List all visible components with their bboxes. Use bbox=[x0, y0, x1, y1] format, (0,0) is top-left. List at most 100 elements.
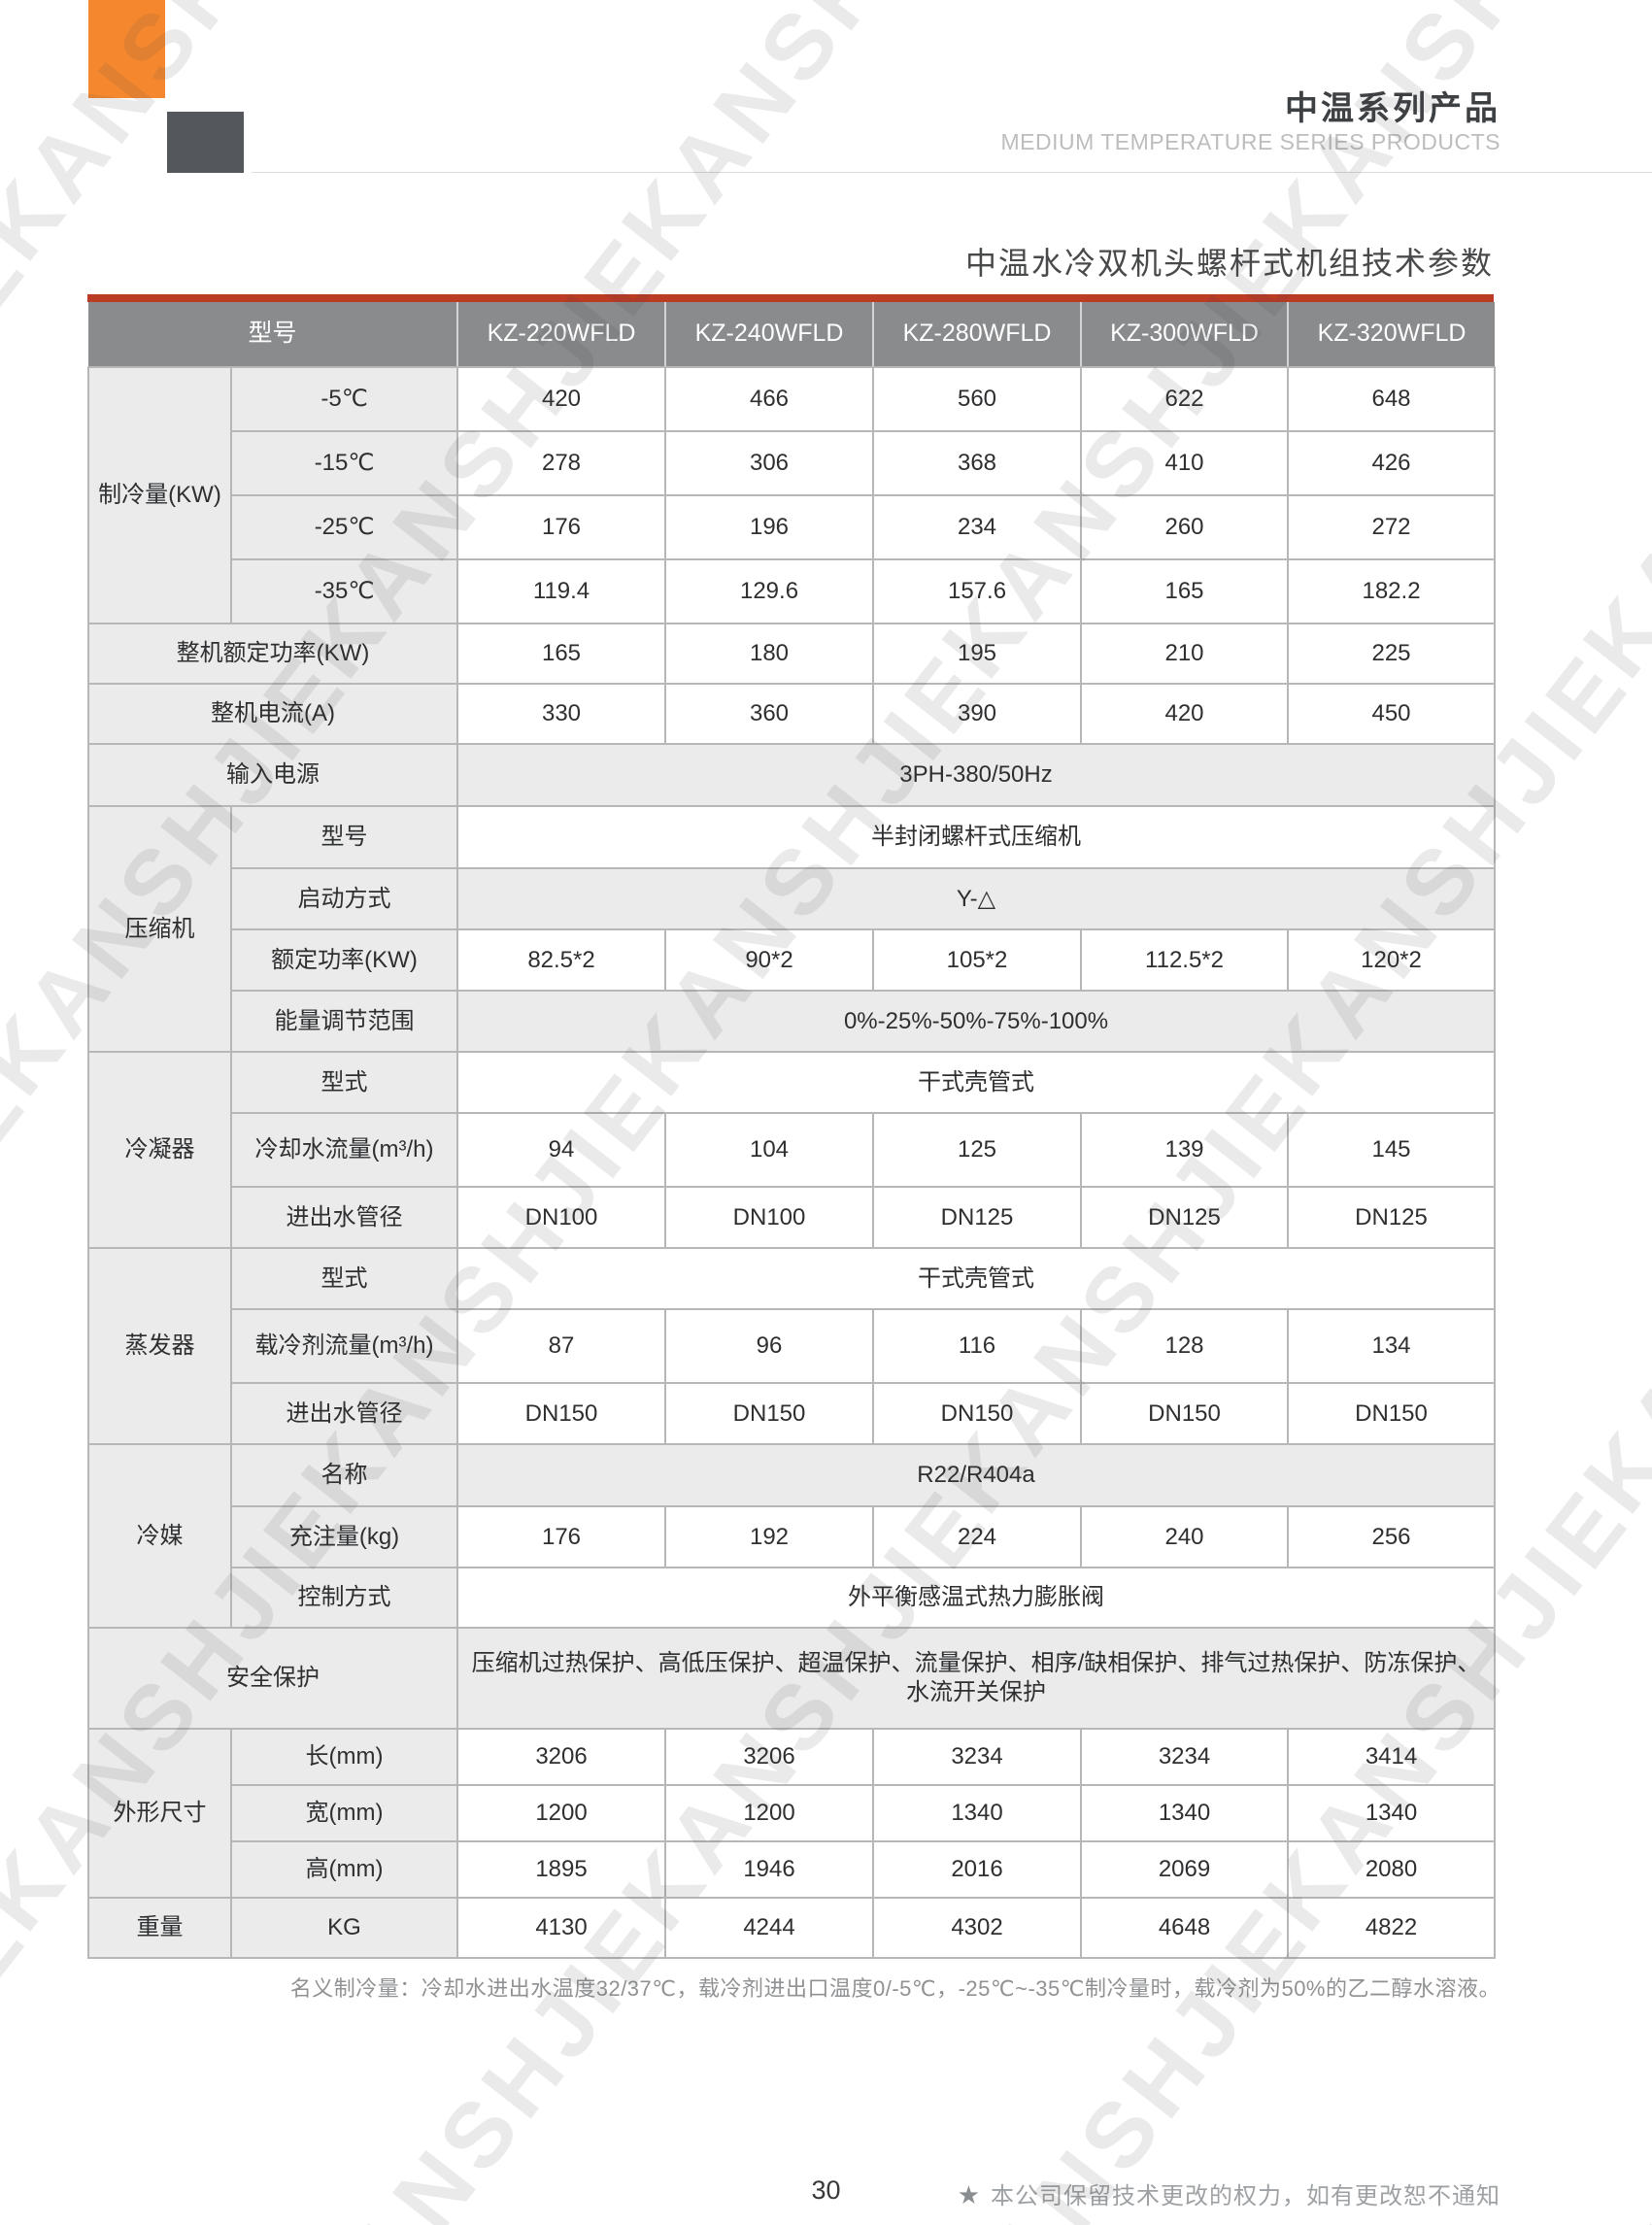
value-cell: 87 bbox=[456, 1308, 667, 1384]
table-row: 能量调节范围 0%-25%-50%-75%-100% bbox=[88, 990, 1497, 1053]
value-cell: 压缩机过热保护、高低压保护、超温保护、流量保护、相序/缺相保护、排气过热保护、防… bbox=[456, 1627, 1497, 1730]
value-cell: DN125 bbox=[872, 1186, 1083, 1249]
table-row: 输入电源 3PH-380/50Hz bbox=[86, 743, 1497, 807]
logo-orange-square bbox=[88, 0, 165, 98]
row-label: 冷却水流量(m³/h) bbox=[229, 1112, 459, 1188]
table-row: 整机电流(A) 330 360 390 420 450 bbox=[86, 683, 1497, 745]
value-cell: 3234 bbox=[1080, 1728, 1290, 1786]
row-label: -35℃ bbox=[229, 558, 459, 624]
series-title-cn: 中温系列产品 bbox=[1285, 90, 1500, 127]
table-row: 控制方式 外平衡感温式热力膨胀阀 bbox=[88, 1567, 1497, 1629]
value-cell: 260 bbox=[1080, 494, 1290, 560]
value-cell: 330 bbox=[456, 683, 667, 745]
value-cell: 4648 bbox=[1080, 1897, 1290, 1959]
table-row: 蒸发器 型式 干式壳管式 bbox=[87, 1247, 1497, 1445]
value-cell: 410 bbox=[1080, 430, 1290, 496]
value-cell: 272 bbox=[1287, 494, 1497, 560]
row-label: -5℃ bbox=[229, 366, 459, 432]
table-row: 外形尺寸 长(mm) 3206 3206 3234 3234 3414 bbox=[87, 1728, 1497, 1899]
value-cell: 90*2 bbox=[664, 928, 875, 992]
section-label-condenser: 冷凝器 bbox=[87, 1051, 232, 1249]
table-row: -35℃ 119.4 129.6 157.6 165 182.2 bbox=[88, 558, 1497, 624]
value-cell: 134 bbox=[1287, 1308, 1497, 1384]
value-cell: 278 bbox=[456, 430, 667, 496]
watermark: KANSHJIE bbox=[0, 1886, 48, 2225]
row-label: 整机电流(A) bbox=[86, 683, 459, 745]
table-row: 制冷量(KW) -5℃ 420 466 560 622 648 bbox=[87, 366, 1497, 624]
table-row: 高(mm) 1895 1946 2016 2069 2080 bbox=[88, 1840, 1497, 1899]
table-row: -15℃ 278 306 368 410 426 bbox=[88, 430, 1497, 496]
value-cell: DN100 bbox=[456, 1186, 667, 1249]
value-cell: 466 bbox=[664, 366, 875, 432]
footer-disclaimer-text: 本公司保留技术更改的权力，如有更改恕不通知 bbox=[991, 2183, 1500, 2209]
value-cell: 1946 bbox=[664, 1840, 875, 1899]
value-cell: 4302 bbox=[872, 1897, 1083, 1959]
value-cell: 165 bbox=[456, 623, 667, 685]
value-cell: 半封闭螺杆式压缩机 bbox=[456, 805, 1497, 869]
watermark: KANSHJIE bbox=[0, 1051, 48, 1532]
value-cell: 210 bbox=[1080, 623, 1290, 685]
value-cell: 182.2 bbox=[1287, 558, 1497, 624]
value-cell: 176 bbox=[456, 494, 667, 560]
header-model-0: KZ-220WFLD bbox=[456, 302, 666, 368]
value-cell: 3414 bbox=[1287, 1728, 1497, 1786]
series-title-en: MEDIUM TEMPERATURE SERIES PRODUCTS bbox=[1000, 129, 1500, 155]
section-label-refrigerant: 冷媒 bbox=[87, 1443, 232, 1629]
value-cell: 4244 bbox=[664, 1897, 875, 1959]
star-icon: ★ bbox=[957, 2180, 981, 2209]
row-label: 启动方式 bbox=[229, 867, 459, 930]
value-cell: 128 bbox=[1080, 1308, 1290, 1384]
section-label-evaporator: 蒸发器 bbox=[87, 1247, 232, 1445]
value-cell: 1895 bbox=[456, 1840, 667, 1899]
value-cell: 2069 bbox=[1080, 1840, 1290, 1899]
value-cell: 1340 bbox=[872, 1784, 1083, 1842]
value-cell: 外平衡感温式热力膨胀阀 bbox=[456, 1567, 1497, 1629]
row-label: 能量调节范围 bbox=[229, 990, 459, 1053]
table-row: 额定功率(KW) 82.5*2 90*2 105*2 112.5*2 120*2 bbox=[88, 928, 1497, 992]
table-row: 整机额定功率(KW) 165 180 195 210 225 bbox=[86, 623, 1497, 685]
spec-table-wrap: 型号 KZ-220WFLD KZ-240WFLD KZ-280WFLD KZ-3… bbox=[86, 294, 1497, 1959]
value-cell: 165 bbox=[1080, 558, 1290, 624]
section-label-compressor: 压缩机 bbox=[87, 805, 232, 1053]
value-cell: 125 bbox=[872, 1112, 1083, 1188]
value-cell: 120*2 bbox=[1287, 928, 1497, 992]
value-cell: DN150 bbox=[1080, 1382, 1290, 1445]
table-accent-bar bbox=[87, 294, 1494, 302]
row-label: 型式 bbox=[229, 1247, 459, 1310]
value-cell: DN150 bbox=[664, 1382, 875, 1445]
value-cell: DN125 bbox=[1287, 1186, 1497, 1249]
spec-table: 型号 KZ-220WFLD KZ-240WFLD KZ-280WFLD KZ-3… bbox=[86, 302, 1497, 1959]
value-cell: 2016 bbox=[872, 1840, 1083, 1899]
row-label: 进出水管径 bbox=[229, 1186, 459, 1249]
value-cell: 560 bbox=[872, 366, 1083, 432]
value-cell: 180 bbox=[664, 623, 875, 685]
table-footnote: 名义制冷量：冷却水进出水温度32/37℃，载冷剂进出口温度0/-5℃，-25℃~… bbox=[289, 1976, 1500, 2001]
value-cell: 234 bbox=[872, 494, 1083, 560]
value-cell: 116 bbox=[872, 1308, 1083, 1384]
value-cell: 3234 bbox=[872, 1728, 1083, 1786]
header-model-1: KZ-240WFLD bbox=[664, 302, 874, 368]
row-label: 控制方式 bbox=[229, 1567, 459, 1629]
header-divider bbox=[252, 172, 1652, 173]
table-row: 压缩机 型号 半封闭螺杆式压缩机 bbox=[87, 805, 1497, 1053]
table-row: 宽(mm) 1200 1200 1340 1340 1340 bbox=[88, 1784, 1497, 1842]
value-cell: 360 bbox=[664, 683, 875, 745]
header-model-label: 型号 bbox=[88, 302, 458, 368]
value-cell: 196 bbox=[664, 494, 875, 560]
value-cell: 145 bbox=[1287, 1112, 1497, 1188]
row-label: KG bbox=[229, 1897, 459, 1959]
row-label: 进出水管径 bbox=[229, 1382, 459, 1445]
row-label: 安全保护 bbox=[86, 1627, 459, 1730]
value-cell: 1200 bbox=[664, 1784, 875, 1842]
row-label: -25℃ bbox=[229, 494, 459, 560]
value-cell: 622 bbox=[1080, 366, 1290, 432]
value-cell: 225 bbox=[1287, 623, 1497, 685]
row-label: 名称 bbox=[229, 1443, 459, 1507]
header-model-2: KZ-280WFLD bbox=[872, 302, 1082, 368]
value-cell: 104 bbox=[664, 1112, 875, 1188]
table-row: 启动方式 Y-△ bbox=[88, 867, 1497, 930]
section-label-cooling: 制冷量(KW) bbox=[87, 366, 232, 624]
value-cell: 1340 bbox=[1080, 1784, 1290, 1842]
row-label: 长(mm) bbox=[229, 1728, 459, 1786]
